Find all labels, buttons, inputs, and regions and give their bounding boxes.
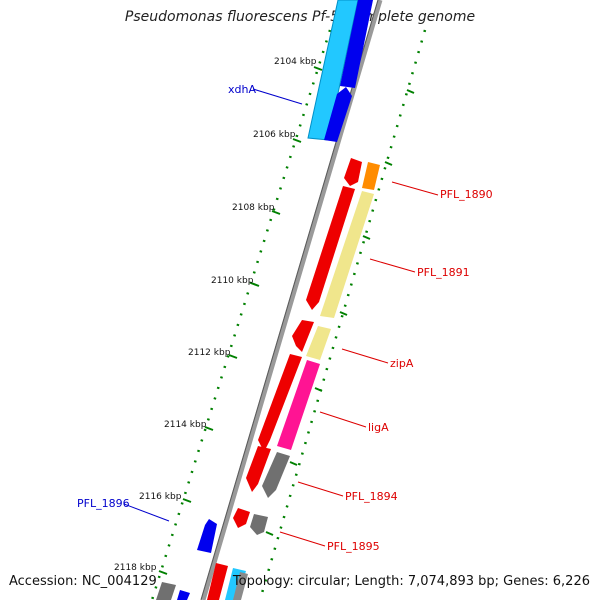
tick-label: 2118 kbp	[114, 563, 157, 573]
tick-label: 2114 kbp	[164, 420, 207, 430]
gene-blue-top-2[interactable]	[324, 87, 352, 142]
gene-label-pfl-1896[interactable]: PFL_1896	[77, 497, 130, 510]
gene-magenta-liga[interactable]	[277, 360, 320, 450]
gene-red-bottom[interactable]	[207, 563, 228, 600]
tick-label: 2104 kbp	[274, 57, 317, 67]
gene-gray-1894[interactable]	[262, 452, 290, 498]
gene-red-1894[interactable]	[246, 446, 271, 492]
gene-gray-bottom-right[interactable]	[233, 572, 248, 600]
gene-blue-1896[interactable]	[197, 519, 217, 553]
tick-label: 2108 kbp	[232, 203, 275, 213]
leader-lines	[123, 88, 439, 547]
genome-summary-text: Topology: circular; Length: 7,074,893 bp…	[232, 574, 590, 589]
gene-gray-1895[interactable]	[250, 514, 268, 535]
gene-yellow-1891[interactable]	[320, 191, 374, 318]
gene-label-pfl-1890[interactable]: PFL_1890	[440, 188, 493, 201]
tick-label: 2106 kbp	[253, 130, 296, 140]
gene-label-pfl-1894[interactable]: PFL_1894	[345, 490, 398, 503]
gene-blue-bottom[interactable]	[177, 590, 190, 600]
gene-label-xdha[interactable]: xdhA	[228, 83, 256, 96]
gene-blue-top-1[interactable]	[340, 0, 373, 88]
gene-label-pfl-1891[interactable]: PFL_1891	[417, 266, 470, 279]
gene-label-pfl-1895[interactable]: PFL_1895	[327, 540, 380, 553]
gene-gray-bottom-left[interactable]	[156, 582, 176, 600]
gene-yellow-zipa[interactable]	[306, 326, 331, 360]
gene-red-1890[interactable]	[344, 158, 362, 186]
gene-red-1891[interactable]	[306, 186, 355, 310]
gene-label-zipa[interactable]: zipA	[390, 357, 414, 370]
gene-orange-1890[interactable]	[362, 162, 380, 190]
gene-label-liga[interactable]: ligA	[368, 421, 389, 434]
tick-label: 2110 kbp	[211, 276, 254, 286]
tick-marks	[158, 66, 415, 575]
tick-label: 2116 kbp	[139, 492, 182, 502]
ruler-inner	[150, 29, 332, 600]
tick-label: 2112 kbp	[188, 348, 231, 358]
gene-red-zipa[interactable]	[292, 320, 314, 352]
map-title: Pseudomonas fluorescens Pf-5, complete g…	[124, 9, 476, 25]
accession-text: Accession: NC_004129	[9, 574, 157, 589]
gene-red-1895[interactable]	[233, 508, 250, 528]
gene-red-liga[interactable]	[258, 354, 302, 452]
